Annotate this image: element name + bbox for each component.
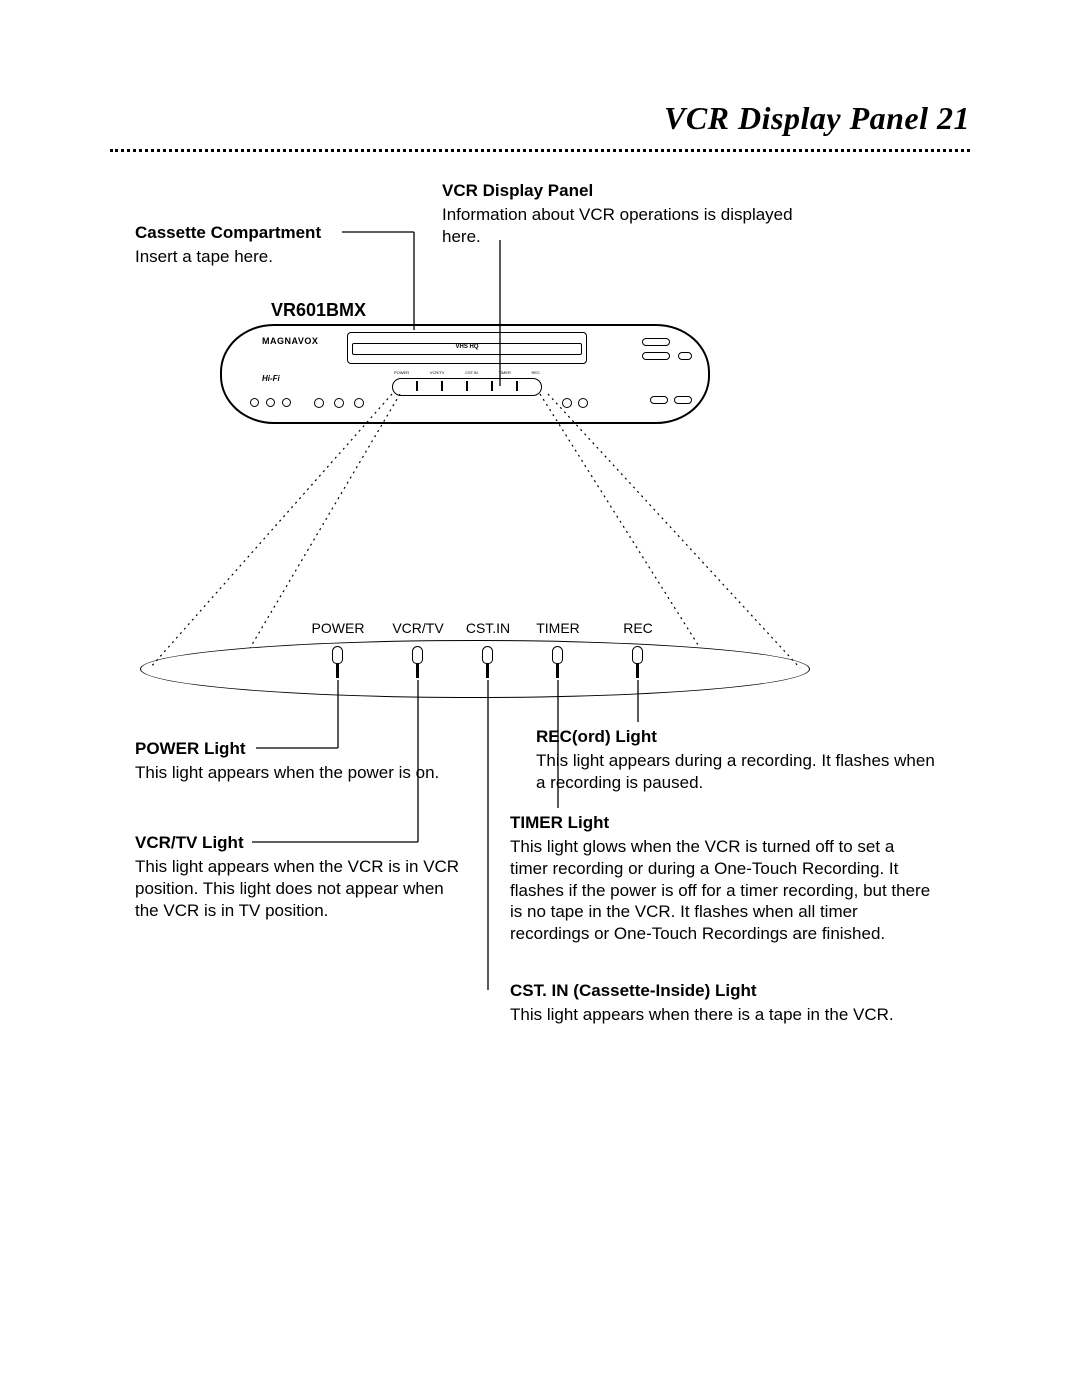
cassette-slot: VHS HQ xyxy=(347,332,587,364)
label: CST.IN xyxy=(465,370,478,375)
callout-body: This light appears when the power is on. xyxy=(135,762,465,784)
page-title: VCR Display Panel 21 xyxy=(110,100,970,137)
callout-timer-light: TIMER Light This light glows when the VC… xyxy=(510,812,935,945)
indicator-label-rec: REC xyxy=(623,620,653,636)
jack-icon xyxy=(282,398,291,407)
play-button-icon xyxy=(642,338,670,346)
indicator-label-power: POWER xyxy=(312,620,365,636)
rewind-button-icon xyxy=(642,352,670,360)
divider-dotted xyxy=(110,149,970,152)
callout-power-light: POWER Light This light appears when the … xyxy=(135,738,465,784)
page: VCR Display Panel 21 Cassette Compartmen… xyxy=(0,0,1080,1397)
label: TIMER xyxy=(498,370,510,375)
callout-vcrtv-light: VCR/TV Light This light appears when the… xyxy=(135,832,465,921)
indicator-label-vcrtv: VCR/TV xyxy=(392,620,443,636)
vhs-badge: VHS HQ xyxy=(453,344,480,350)
channel-down-icon xyxy=(562,398,572,408)
hifi-badge: Hi-Fi xyxy=(262,374,280,383)
callout-heading: CST. IN (Cassette-Inside) Light xyxy=(510,980,950,1002)
label: VCR/TV xyxy=(430,370,445,375)
callout-heading: VCR/TV Light xyxy=(135,832,465,854)
vcr-display-mini xyxy=(392,378,542,396)
callout-heading: VCR Display Panel xyxy=(442,180,802,202)
status-button-icon xyxy=(674,396,692,404)
stop-button-icon xyxy=(678,352,692,360)
brand-label: MAGNAVOX xyxy=(262,336,318,346)
callout-rec-light: REC(ord) Light This light appears during… xyxy=(536,726,936,794)
label: POWER xyxy=(394,370,409,375)
callout-cstin-light: CST. IN (Cassette-Inside) Light This lig… xyxy=(510,980,950,1026)
panel-ellipse xyxy=(140,640,810,698)
indicator-label-timer: TIMER xyxy=(536,620,580,636)
indicator-cstin xyxy=(482,646,493,678)
jack-icon xyxy=(250,398,259,407)
callout-heading: TIMER Light xyxy=(510,812,935,834)
callout-heading: REC(ord) Light xyxy=(536,726,936,748)
indicator-power xyxy=(332,646,343,678)
callout-body: Insert a tape here. xyxy=(135,246,395,268)
callout-body: This light glows when the VCR is turned … xyxy=(510,836,935,945)
callout-heading: POWER Light xyxy=(135,738,465,760)
callout-heading: Cassette Compartment xyxy=(135,222,395,244)
channel-up-icon xyxy=(578,398,588,408)
label: REC xyxy=(532,370,540,375)
indicator-labels-row: POWER VCR/TV CST.IN TIMER REC xyxy=(140,620,810,640)
callout-cassette: Cassette Compartment Insert a tape here. xyxy=(135,222,395,268)
indicator-rec xyxy=(632,646,643,678)
callout-body: This light appears when there is a tape … xyxy=(510,1004,950,1026)
display-panel-expanded: POWER VCR/TV CST.IN TIMER REC xyxy=(140,620,810,698)
vcr-display-labels: POWER VCR/TV CST.IN TIMER REC xyxy=(394,370,540,375)
indicator-label-cstin: CST.IN xyxy=(466,620,510,636)
power-button-icon xyxy=(314,398,324,408)
callout-body: This light appears when the VCR is in VC… xyxy=(135,856,465,921)
indicator-timer xyxy=(552,646,563,678)
vcr-illustration: MAGNAVOX Hi-Fi VHS HQ POWER VCR/TV CST.I… xyxy=(220,324,710,424)
menu-button-icon xyxy=(650,396,668,404)
callout-body: This light appears during a recording. I… xyxy=(536,750,936,794)
callout-display-panel: VCR Display Panel Information about VCR … xyxy=(442,180,802,248)
jack-icon xyxy=(266,398,275,407)
button-icon xyxy=(354,398,364,408)
indicator-vcrtv xyxy=(412,646,423,678)
model-label: VR601BMX xyxy=(271,300,366,321)
callout-body: Information about VCR operations is disp… xyxy=(442,204,802,248)
eject-button-icon xyxy=(334,398,344,408)
